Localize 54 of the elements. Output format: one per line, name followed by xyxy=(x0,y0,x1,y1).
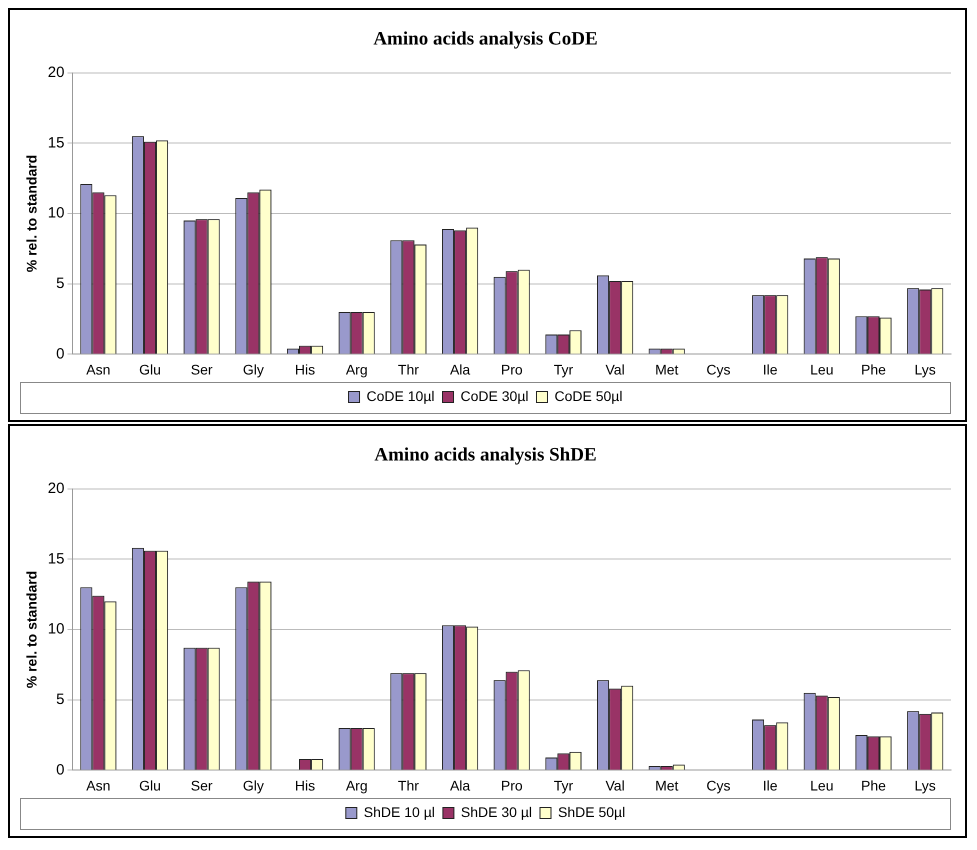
x-tick-label: His xyxy=(294,361,316,378)
x-tick-label: Pro xyxy=(500,361,523,378)
x-tick-label: Phe xyxy=(861,777,886,794)
x-tick-label: Val xyxy=(605,777,625,794)
y-axis-title: % rel. to standard xyxy=(23,570,40,688)
x-tick-label: Lys xyxy=(914,777,936,794)
y-tick-label: 20 xyxy=(48,64,64,81)
x-tick-label: Met xyxy=(655,361,679,378)
x-tick-label: Ala xyxy=(450,777,470,794)
y-tick-label: 10 xyxy=(48,620,64,638)
x-tick-label: Ser xyxy=(190,361,213,378)
y-tick-label: 5 xyxy=(56,690,64,708)
y-tick-label: 5 xyxy=(56,274,64,292)
x-tick-label: Glu xyxy=(139,777,161,794)
legend-label: ShDE 50µl xyxy=(558,804,626,820)
y-tick-label: 15 xyxy=(48,550,64,568)
legend-label: ShDE 30 µl xyxy=(460,804,532,820)
x-tick-label: Asn xyxy=(86,361,110,378)
x-tick-label: Lys xyxy=(914,361,936,378)
legend-label: CoDE 50µl xyxy=(554,388,622,404)
y-tick-label: 15 xyxy=(48,134,64,152)
x-tick-label: Ile xyxy=(762,361,778,378)
x-tick-label: Cys xyxy=(706,777,731,794)
y-tick-label: 20 xyxy=(48,480,64,497)
x-tick-label: Asn xyxy=(86,777,110,794)
legend-label: CoDE 10µl xyxy=(366,388,435,404)
x-tick-label: Leu xyxy=(810,777,834,794)
y-tick-label: 0 xyxy=(56,345,64,362)
chart-title: Amino acids analysis ShDE xyxy=(374,444,597,466)
x-tick-label: Thr xyxy=(398,361,420,378)
y-tick-label: 10 xyxy=(48,204,64,222)
legend-label: ShDE 10 µl xyxy=(364,804,435,820)
x-tick-label: Cys xyxy=(706,361,731,378)
x-tick-label: Phe xyxy=(861,361,886,378)
x-tick-label: Tyr xyxy=(554,777,574,794)
x-tick-label: Ala xyxy=(450,361,470,378)
x-tick-label: Arg xyxy=(346,361,368,378)
x-tick-label: Gly xyxy=(242,361,264,378)
x-tick-label: Gly xyxy=(242,777,264,794)
x-tick-label: Glu xyxy=(139,361,161,378)
x-tick-label: Pro xyxy=(500,777,523,794)
y-tick-label: 0 xyxy=(56,761,64,778)
x-tick-label: Ser xyxy=(190,777,213,794)
x-tick-label: Met xyxy=(655,777,679,794)
x-tick-label: Tyr xyxy=(554,361,574,378)
x-tick-label: Ile xyxy=(762,777,778,794)
chart-title: Amino acids analysis CoDE xyxy=(373,28,598,50)
y-axis-title: % rel. to standard xyxy=(23,154,40,272)
legend-label: CoDE 30µl xyxy=(460,388,528,404)
x-tick-label: Leu xyxy=(810,361,834,378)
x-tick-label: Arg xyxy=(346,777,368,794)
x-tick-label: Thr xyxy=(398,777,420,794)
x-tick-label: Val xyxy=(605,361,625,378)
x-tick-label: His xyxy=(294,777,316,794)
